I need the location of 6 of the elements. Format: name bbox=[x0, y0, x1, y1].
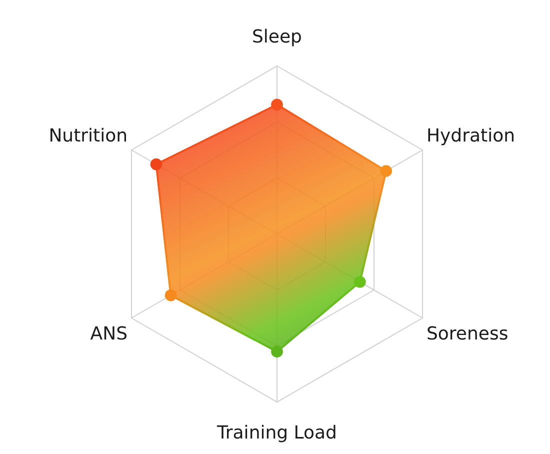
spoke-label: Sleep bbox=[252, 26, 302, 48]
spoke-label: Hydration bbox=[426, 125, 516, 146]
spoke-label: Soreness bbox=[426, 323, 508, 344]
spoke-label: Training Load bbox=[216, 422, 337, 444]
spoke-label: ANS bbox=[90, 323, 128, 344]
spoke-label: Nutrition bbox=[48, 125, 128, 146]
